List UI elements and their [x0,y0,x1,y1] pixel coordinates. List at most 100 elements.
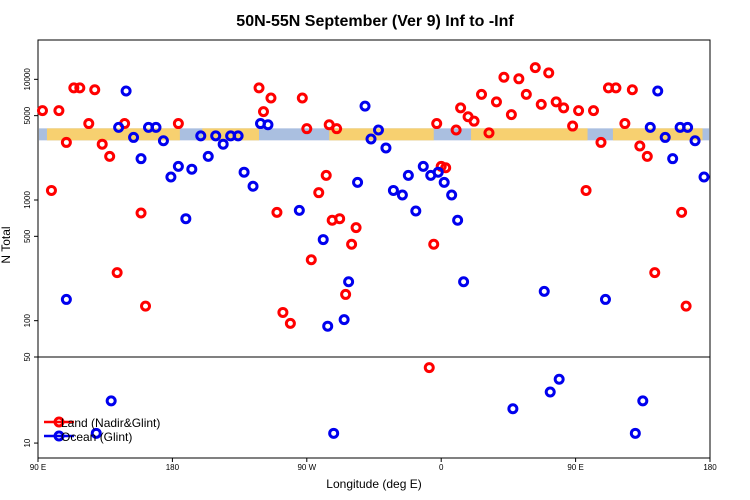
x-axis-label: Longitude (deg E) [326,477,421,491]
ocean-point [128,131,140,143]
land-point [428,238,440,250]
chart-title: 50N-55N September (Ver 9) Inf to -Inf [236,13,514,30]
ocean-point [322,320,334,332]
ocean-point [507,403,519,415]
ocean-point [458,276,470,288]
land-point [649,267,661,279]
land-point [74,82,86,94]
land-point [104,150,116,162]
land-point [96,138,108,150]
ocean-point [667,153,679,165]
land-point [301,123,313,135]
land-point [610,82,622,94]
band-land-segment [471,128,588,141]
land-point [626,84,638,96]
ocean-point [417,160,429,172]
land-point [520,88,532,100]
ocean-point [380,142,392,154]
ocean-point [682,121,694,133]
ocean-point [180,213,192,225]
land-point [277,306,289,318]
land-point [498,71,510,83]
land-point [340,288,352,300]
land-point [265,92,277,104]
x-tick-label: 90 W [297,463,316,472]
land-point [543,67,555,79]
land-point [468,115,480,127]
ocean-point [599,293,611,305]
x-tick-label: 0 [439,463,444,472]
y-upper-label: 10000 [23,68,32,91]
land-point [60,136,72,148]
land-point [334,213,346,225]
land-point [676,206,688,218]
land-point [346,238,358,250]
land-point [476,88,488,100]
x-tick-label: 180 [166,463,180,472]
y-lower-label: 50 [23,352,32,361]
ocean-point [238,166,250,178]
ocean-point [452,214,464,226]
ocean-point [338,314,350,326]
land-point [440,162,452,174]
series-ocean [60,85,710,439]
land-point [320,169,332,181]
ocean-point [343,276,355,288]
land-point [83,118,95,130]
ocean-point [553,373,565,385]
ocean-point [247,180,259,192]
ocean-point [90,427,102,439]
ocean-point [629,427,641,439]
y-upper-label: 5000 [23,106,32,124]
ocean-point [328,427,340,439]
land-point [350,222,362,234]
ocean-point [113,121,125,133]
land-point [535,98,547,110]
ocean-point [195,130,207,142]
y-upper-label: 100 [23,313,32,327]
ocean-point [317,234,329,246]
land-point [529,62,541,74]
land-point [271,206,283,218]
ocean-point [202,150,214,162]
ocean-point [60,293,72,305]
ocean-point [352,176,364,188]
land-point [305,254,317,266]
ocean-point [396,189,408,201]
ocean-point [402,169,414,181]
y-axis-ticks: 100 500 1000 5000 10000 10 50 [23,68,38,448]
ocean-point [438,176,450,188]
legend-ocean-marker [53,430,65,442]
ocean-point [165,171,177,183]
ocean-point [659,131,671,143]
ocean-point [217,138,229,150]
land-point [588,105,600,117]
land-point [36,105,48,117]
land-point [580,184,592,196]
land-point [423,362,435,374]
land-point [550,96,562,108]
x-tick-label: 90 E [567,463,583,472]
legend-land-marker [53,416,65,428]
land-point [505,109,517,121]
land-point [490,96,502,108]
ocean-point [652,85,664,97]
ocean-point [372,124,384,136]
ocean-point [365,133,377,145]
land-point [135,207,147,219]
land-point [140,300,152,312]
x-tick-label: 90 E [30,463,46,472]
land-point [680,300,692,312]
land-point [595,136,607,148]
land-point [89,84,101,96]
ocean-point [359,100,371,112]
ocean-point [105,395,117,407]
plot-frame [37,39,711,459]
land-point [284,317,296,329]
land-point [634,140,646,152]
ocean-point [698,171,710,183]
ocean-point [150,121,162,133]
land-point [257,106,269,118]
y-axis-label: N Total [0,226,13,263]
ocean-point [232,130,244,142]
